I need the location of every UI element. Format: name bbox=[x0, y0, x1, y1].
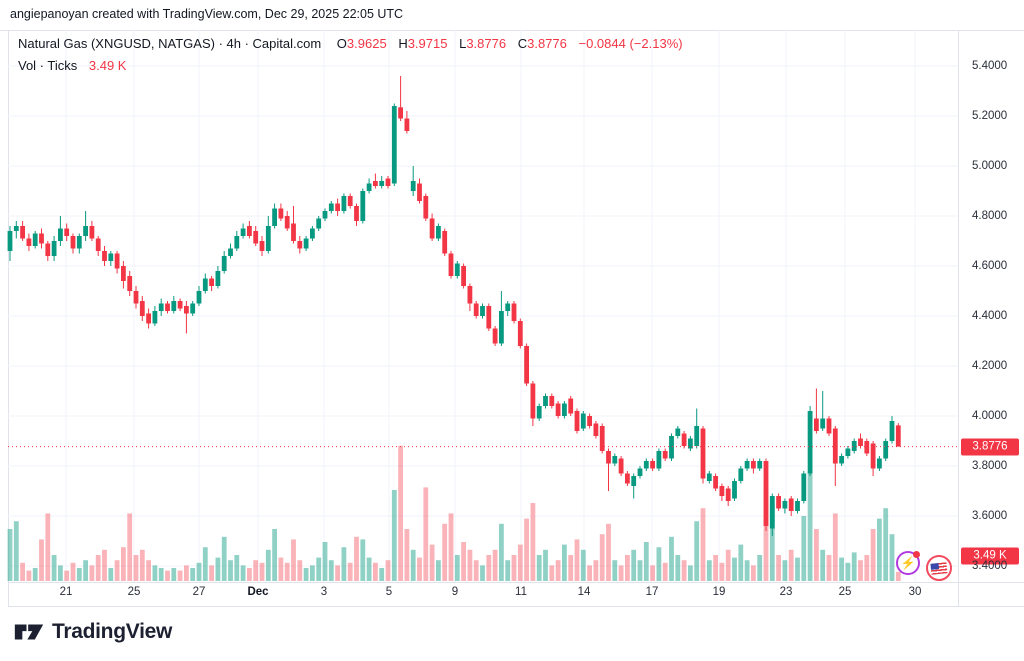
time-axis-label: 27 bbox=[192, 586, 206, 598]
us-flag-icon bbox=[930, 562, 948, 575]
time-axis-label: 11 bbox=[515, 586, 527, 598]
notification-dot bbox=[913, 551, 920, 558]
time-axis-label: 21 bbox=[59, 586, 73, 598]
price-axis-label: 5.2000 bbox=[972, 110, 1008, 122]
price-axis-label: 4.8000 bbox=[972, 210, 1008, 222]
ohlc-low: L3.8776 bbox=[459, 36, 507, 51]
price-axis-label: 5.4000 bbox=[972, 60, 1008, 72]
price-axis-label: 4.0000 bbox=[972, 410, 1008, 422]
price-axis-label: 3.8000 bbox=[972, 460, 1008, 472]
legend-line-1: Natural Gas (XNGUSD, NATGAS) · 4h · Capi… bbox=[18, 33, 683, 54]
price-axis-label: 5.0000 bbox=[972, 160, 1008, 172]
price-change: −0.0844 (−2.13%) bbox=[578, 36, 683, 51]
price-axis-label: 3.4000 bbox=[972, 560, 1008, 572]
last-volume-badge: 3.49 K bbox=[961, 547, 1019, 565]
time-axis-label: 14 bbox=[577, 586, 591, 598]
volume-value: 3.49 K bbox=[88, 58, 127, 73]
attribution-bar: angiepanoyan created with TradingView.co… bbox=[10, 7, 404, 21]
legend-line-2: Vol · Ticks 3.49 K bbox=[18, 55, 683, 76]
time-axis-label: 23 bbox=[779, 586, 793, 598]
time-axis-label: 25 bbox=[838, 586, 852, 598]
ohlc-open: O3.9625 bbox=[336, 36, 387, 51]
price-axis-label: 4.2000 bbox=[972, 360, 1008, 372]
time-axis-label: Dec bbox=[247, 586, 269, 598]
time-axis-label: 25 bbox=[127, 586, 141, 598]
ohlc-close: C3.8776 bbox=[517, 36, 567, 51]
footer: TradingView bbox=[14, 619, 172, 645]
price-axis-label: 4.4000 bbox=[972, 310, 1008, 322]
time-axis-label: 9 bbox=[451, 586, 459, 598]
price-axis-label: 3.6000 bbox=[972, 510, 1008, 522]
gridlines bbox=[8, 30, 958, 582]
flash-ideas-button[interactable]: ⚡ bbox=[896, 551, 920, 575]
tradingview-logo-icon[interactable] bbox=[14, 619, 44, 645]
time-axis-label: 3 bbox=[320, 586, 328, 598]
volume-bars bbox=[7, 445, 901, 581]
time-scale[interactable]: 21 25 27 Dec 3 5 9 11 14 17 19 23 25 30 bbox=[8, 582, 958, 606]
time-axis-label: 30 bbox=[908, 586, 922, 598]
time-axis-label: 5 bbox=[385, 586, 393, 598]
time-axis-label: 17 bbox=[645, 586, 659, 598]
ohlc-high: H3.9715 bbox=[398, 36, 448, 51]
lightning-icon: ⚡ bbox=[900, 556, 916, 570]
chart-legend: Natural Gas (XNGUSD, NATGAS) · 4h · Capi… bbox=[18, 33, 683, 76]
price-scale[interactable]: 3.8776 3.49 K 5.4000 5.2000 5.0000 4.8000 4.… bbox=[958, 30, 1024, 608]
last-price-badge: 3.8776 bbox=[961, 438, 1019, 456]
tradingview-logo-text[interactable]: TradingView bbox=[52, 620, 173, 643]
volume-label: Vol · Ticks bbox=[18, 58, 78, 73]
candles bbox=[7, 76, 901, 536]
symbol-title: Natural Gas (XNGUSD, NATGAS) · 4h · Capi… bbox=[18, 36, 322, 51]
price-axis-label: 4.6000 bbox=[972, 260, 1008, 272]
time-axis-label: 19 bbox=[712, 586, 726, 598]
economic-events-button[interactable] bbox=[926, 555, 952, 581]
